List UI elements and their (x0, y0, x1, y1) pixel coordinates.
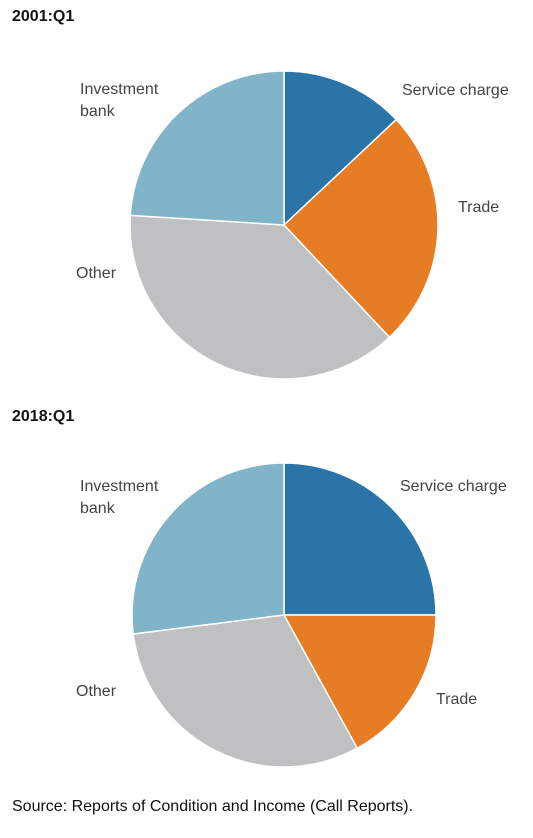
pie-slice-other (132, 614, 359, 768)
slice-label-service-charge: Service charge (400, 478, 507, 495)
slice-label-service-charge: Service charge (402, 82, 509, 99)
pie-chart-2018: Service charge Trade Other Investment bank (76, 462, 507, 768)
source-note: Source: Reports of Condition and Income … (12, 798, 414, 815)
chart-title-2018: 2018:Q1 (12, 408, 75, 425)
pie-slice-service-charge (283, 462, 437, 616)
slice-label-investment-bank: Investment bank (80, 478, 159, 517)
slice-label-trade: Trade (436, 691, 477, 708)
pie-chart-2001: Service charge Trade Other Investment bank (76, 70, 509, 380)
slice-label-other: Other (76, 265, 117, 282)
pie-slice-trade (282, 614, 437, 750)
pie-slice-investment-bank (131, 462, 285, 635)
slice-label-other: Other (76, 683, 117, 700)
chart-title-2001: 2001:Q1 (12, 8, 75, 25)
slice-label-trade: Trade (458, 199, 499, 216)
pie-slice-trade (282, 118, 439, 339)
pie-slice-investment-bank (129, 70, 285, 226)
pie-slice-service-charge (283, 70, 398, 227)
pie-slice-other (129, 214, 391, 380)
slice-label-investment-bank: Investment bank (80, 81, 159, 120)
